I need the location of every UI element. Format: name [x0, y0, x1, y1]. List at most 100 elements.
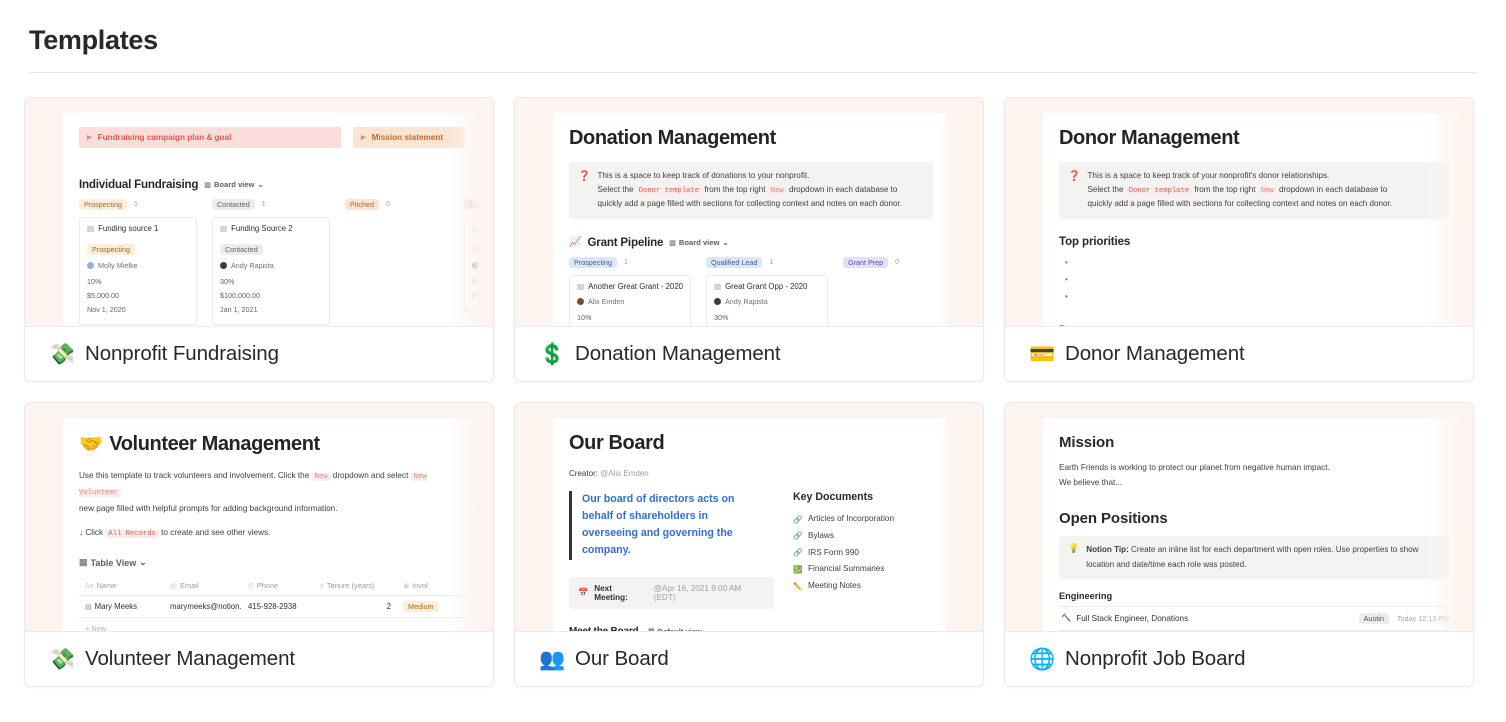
- column-header[interactable]: @ Email: [170, 581, 199, 591]
- view-label: Board view: [678, 238, 720, 248]
- status-badge: Pitched: [345, 199, 379, 210]
- list-item[interactable]: 💹 Financial Summaries: [793, 561, 933, 578]
- hint-paragraph: ↓ Click All Records to create and see ot…: [79, 525, 469, 541]
- board-columns: Our board of directors acts on behalf of…: [569, 491, 933, 609]
- card-preview: Mission Earth Friends is working to prot…: [1005, 403, 1473, 632]
- board-columns: Prospecting 1 ▤ Another Great Grant - 20…: [569, 257, 933, 326]
- assignee-name: Andy Rapista: [725, 297, 768, 307]
- board-card-field: Jan 1, 2021: [220, 305, 258, 315]
- view-selector[interactable]: ▥ Board view ⌄: [669, 238, 729, 247]
- cell-involvement: Medium: [397, 596, 453, 617]
- column-header[interactable]: Aa Name: [85, 581, 117, 591]
- assignee-name: Alix Emden: [588, 297, 625, 307]
- preview-title: Donor Management: [1059, 127, 1240, 149]
- avatar: [577, 298, 584, 306]
- add-new-row-button[interactable]: + New: [1059, 631, 1449, 632]
- column-header: Prospecting 1: [79, 199, 197, 210]
- template-card-nonprofit-job-board[interactable]: Mission Earth Friends is working to prot…: [1004, 402, 1474, 687]
- column-count: 1: [261, 201, 266, 208]
- assignee-name: Andy Rapista: [231, 261, 274, 270]
- board-card-title: Great Grant Opp - 2020: [725, 282, 808, 292]
- template-card-volunteer-management[interactable]: 🤝 Volunteer Management Use this template…: [24, 402, 494, 687]
- card-footer: 🌐 Nonprofit Job Board: [1005, 632, 1473, 686]
- inline-code-donor-template: Donor template: [1125, 186, 1193, 195]
- assignee: Alix Emden: [577, 297, 683, 306]
- job-title: Full Stack Engineer, Donations: [1076, 613, 1189, 623]
- question-mark-icon: ❓: [1068, 171, 1081, 182]
- view-selector[interactable]: ▦ Default view ⌄: [1104, 326, 1168, 327]
- preview-mini-page: Mission Earth Friends is working to prot…: [1043, 418, 1463, 632]
- view-selector[interactable]: ▥ Board view ⌄: [204, 180, 264, 189]
- template-card-nonprofit-fundraising[interactable]: ▶ Fundraising campaign plan & goal ▶ Mis…: [24, 97, 494, 382]
- template-card-our-board[interactable]: Our Board Creator: @Alix Emden Our board…: [514, 402, 984, 687]
- callout: ❓ This is a space to keep track of donat…: [569, 162, 933, 220]
- creator-mention[interactable]: @Alix Emden: [600, 469, 649, 478]
- job-title-cell: 🔨 Full Stack Engineer, Donations: [1061, 613, 1359, 623]
- list-item[interactable]: ✏️ Meeting Notes: [793, 578, 933, 595]
- intro-paragraph: Use this template to track volunteers an…: [79, 468, 469, 516]
- board-quote: Our board of directors acts on behalf of…: [569, 491, 762, 560]
- intro-mid: dropdown and select: [332, 471, 409, 480]
- avatar: [220, 262, 227, 269]
- database-header-grant-pipeline: 📈 Grant Pipeline ▥ Board view ⌄: [569, 236, 933, 249]
- column-header[interactable]: ◉ Invol: [403, 581, 428, 591]
- status-badge: Prospecting: [569, 257, 617, 269]
- money-with-wings-icon: 💸: [49, 342, 76, 366]
- divider: [1059, 605, 1449, 607]
- chevron-down-icon: ⌄: [139, 557, 147, 568]
- card-footer: 💳 Donor Management: [1005, 327, 1473, 381]
- view-label: Default view: [657, 626, 702, 632]
- board-card[interactable]: ▤ Great Grant Opp - 2020 Andy Rapista 30…: [706, 275, 828, 326]
- table-header-row: Aa Name @ Email ✆ Phone # Tenure (years) ◉ In…: [79, 576, 469, 597]
- key-documents-column: Key Documents 🔗 Articles of Incorporation…: [793, 491, 933, 609]
- status-badge: Contacted: [212, 199, 255, 210]
- table-view-icon: ▦: [648, 628, 655, 632]
- board-card[interactable]: ▤ Funding source 1 Prospecting Molly Mie…: [79, 217, 197, 326]
- template-card-donor-management[interactable]: Donor Management ❓ This is a space to ke…: [1004, 97, 1474, 382]
- preview-title: Our Board: [569, 432, 665, 454]
- list-item[interactable]: 🔗 IRS Form 990: [793, 545, 933, 562]
- view-selector[interactable]: ▦ Default view ⌄: [648, 626, 712, 632]
- job-row[interactable]: 🔨 Full Stack Engineer, Donations Austin …: [1059, 607, 1449, 631]
- column-header[interactable]: ✆ Phone: [248, 581, 279, 591]
- board-column: Contacted 1 ▤ Funding Source 2 Contacted: [212, 199, 330, 326]
- chevron-down-icon: ⌄: [704, 626, 712, 632]
- board-card-field: $5,000.00: [87, 291, 119, 301]
- next-meeting-label: Next Meeting:: [594, 583, 628, 602]
- column-count: 1: [769, 259, 774, 267]
- creator-line: Creator: @Alix Emden: [569, 469, 933, 478]
- page-icon: ▤: [220, 224, 228, 233]
- chevron-down-icon: ⌄: [722, 238, 729, 248]
- view-selector[interactable]: ▦ Table View ⌄: [79, 557, 147, 568]
- card-title: Nonprofit Fundraising: [85, 342, 279, 365]
- creator-label: Creator:: [569, 469, 598, 478]
- list-item: •: [1065, 258, 1068, 268]
- template-card-donation-management[interactable]: Donation Management ❓ This is a space to…: [514, 97, 984, 382]
- callout-body: This is a space to keep track of your no…: [1087, 169, 1392, 211]
- card-title: Our Board: [575, 647, 669, 670]
- status-badge: Prospecting: [79, 199, 127, 210]
- board-view-icon: ▥: [669, 239, 676, 247]
- card-title: Volunteer Management: [85, 647, 295, 670]
- handshake-icon: 🤝: [79, 434, 103, 455]
- column-header[interactable]: # Tenure (years): [320, 581, 375, 591]
- callout-line-2-pre: Select the: [597, 184, 634, 194]
- page-title: Templates: [29, 25, 158, 55]
- callout-line-2-post: dropdown in each database to: [1278, 184, 1388, 194]
- pencil-icon: ✏️: [793, 581, 803, 591]
- board-card[interactable]: ▤ Another Great Grant - 2020 Alix Emden …: [569, 275, 691, 326]
- list-item[interactable]: 🔗 Articles of Incorporation: [793, 511, 933, 528]
- list-item[interactable]: 🔗 Bylaws: [793, 528, 933, 545]
- location-badge: Austin: [1358, 612, 1390, 624]
- column-header: Contacted 1: [212, 199, 330, 210]
- table-row[interactable]: ▤ Mary Meeks marymeeks@notion.so 415-928-…: [79, 596, 469, 619]
- chart-increasing-yen-icon: 💹: [793, 565, 803, 575]
- tip-body: Notion Tip: Create an inline list for ea…: [1086, 543, 1440, 571]
- add-new-row-button[interactable]: + New: [85, 624, 107, 632]
- board-card-field: 10%: [577, 313, 592, 323]
- card-title: Donor Management: [1065, 342, 1245, 365]
- board-column: Prospecting 1 ▤ Another Great Grant - 20…: [569, 257, 691, 326]
- key-documents-heading: Key Documents: [793, 491, 874, 503]
- board-card[interactable]: ▤ Funding Source 2 Contacted Andy Rapist…: [212, 217, 330, 326]
- inline-code-new: New: [311, 473, 331, 481]
